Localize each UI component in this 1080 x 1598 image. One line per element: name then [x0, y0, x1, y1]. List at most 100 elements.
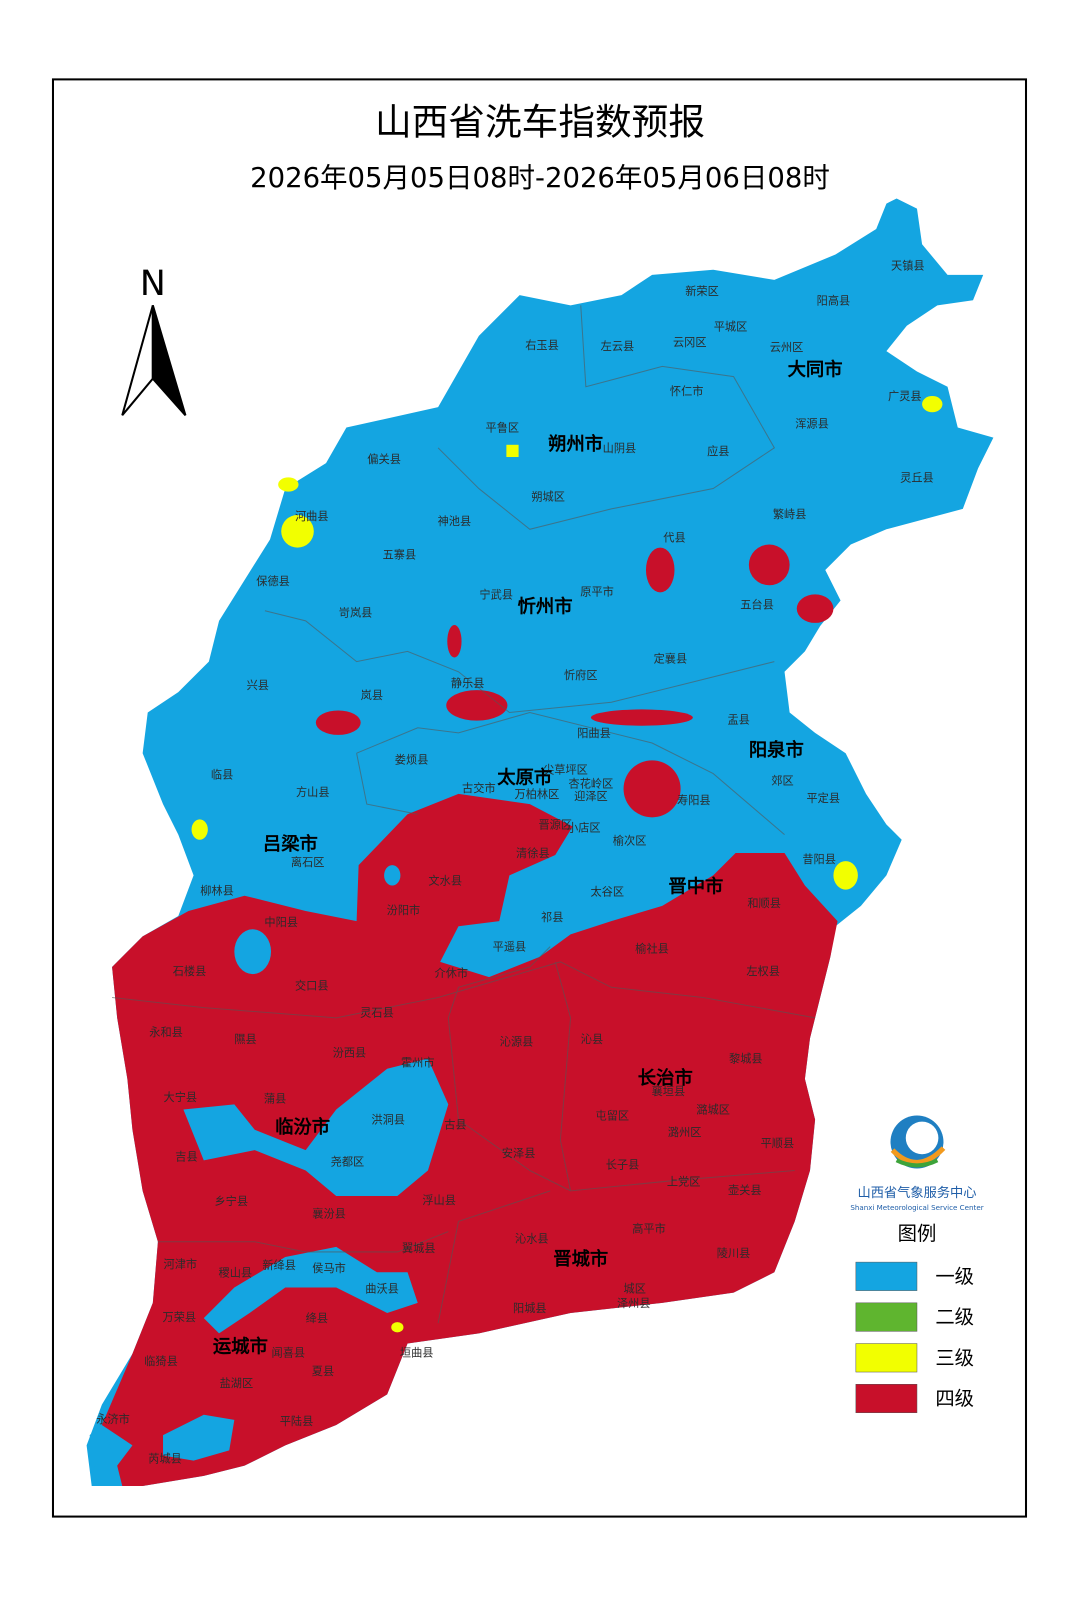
county-label: 潞城区: [696, 1102, 730, 1116]
county-label: 隰县: [234, 1033, 256, 1046]
county-label: 晋源区: [538, 817, 572, 831]
county-label: 平遥县: [493, 941, 527, 954]
red-patch: [447, 624, 462, 658]
county-label: 中阳县: [264, 916, 298, 929]
yellow-patch: [833, 861, 858, 890]
county-label: 霍州市: [401, 1056, 435, 1070]
county-label: 垣曲县: [400, 1347, 434, 1360]
county-label: 广灵县: [888, 390, 922, 403]
county-label: 文水县: [428, 873, 462, 887]
county-label: 盐湖区: [220, 1376, 254, 1390]
county-label: 翼城县: [402, 1242, 436, 1255]
city-label: 吕梁市: [263, 833, 318, 855]
county-label: 高平市: [632, 1222, 666, 1236]
county-label: 上党区: [667, 1175, 701, 1189]
county-label: 应县: [707, 444, 729, 458]
county-label: 祁县: [541, 910, 563, 924]
county-label: 沁水县: [515, 1233, 549, 1246]
county-label: 清徐县: [516, 846, 550, 860]
county-label: 寿阳县: [677, 793, 711, 807]
county-label: 柳林县: [200, 884, 234, 898]
county-label: 交口县: [295, 978, 329, 992]
yellow-patch: [278, 477, 299, 492]
county-label: 尧都区: [331, 1155, 365, 1168]
ruicheng-patch: [163, 1414, 235, 1461]
county-label: 盂县: [727, 714, 749, 727]
yongji-patch: [89, 1424, 118, 1485]
legend-swatch: [855, 1302, 918, 1332]
county-label: 新荣区: [685, 284, 719, 298]
county-label: 郊区: [771, 775, 793, 788]
county-label: 山阴县: [603, 442, 637, 455]
county-label: 偏关县: [367, 452, 401, 466]
county-label: 阳高县: [817, 293, 851, 307]
yellow-patch: [391, 1322, 404, 1333]
county-label: 杏花岭区: [569, 777, 614, 791]
county-label: 宁武县: [479, 587, 513, 601]
county-label: 潞州区: [668, 1125, 702, 1139]
county-label: 洪洞县: [371, 1113, 405, 1127]
county-label: 芮城县: [148, 1452, 182, 1466]
red-patch: [645, 547, 675, 593]
logo-name: 山西省气象服务中心: [857, 1185, 976, 1201]
map-regions: [86, 198, 994, 1487]
red-patch: [315, 710, 361, 735]
county-label: 静乐县: [451, 676, 485, 690]
county-label: 兴县: [247, 679, 269, 692]
county-label: 沁县: [581, 1033, 603, 1046]
county-label: 尖草坪区: [543, 764, 588, 777]
south-area: [101, 793, 838, 1487]
yellow-patch: [281, 515, 314, 548]
legend-title: 图例: [898, 1222, 937, 1245]
red-patch: [623, 760, 681, 818]
county-label: 平鲁区: [486, 421, 520, 435]
county-label: 曲沃县: [365, 1283, 399, 1296]
county-label: 汾西县: [333, 1046, 367, 1059]
county-label: 离石区: [291, 855, 325, 869]
county-label: 岚县: [361, 689, 383, 702]
county-label: 蒲县: [264, 1091, 286, 1105]
city-label: 朔州市: [548, 433, 603, 455]
county-label: 左云县: [601, 340, 635, 353]
city-label: 晋中市: [668, 876, 723, 898]
county-label: 平陆县: [280, 1414, 314, 1428]
county-label: 壶关县: [728, 1183, 762, 1197]
county-label: 古交市: [462, 781, 496, 795]
county-label: 太谷区: [590, 886, 624, 899]
legend-label: 一级: [935, 1265, 974, 1288]
yuncheng-basin: [203, 1246, 418, 1334]
county-label: 浮山县: [422, 1194, 456, 1207]
frame: [51, 78, 1028, 1518]
county-label: 阳城县: [513, 1302, 547, 1315]
county-label: 安泽县: [502, 1146, 536, 1160]
county-label: 右玉县: [525, 338, 559, 352]
county-label: 灵丘县: [900, 471, 934, 484]
county-label: 朔城区: [531, 490, 565, 504]
county-label: 河曲县: [295, 510, 329, 523]
county-label: 忻府区: [564, 668, 598, 682]
county-label: 侯马市: [312, 1261, 346, 1275]
county-label: 临县: [211, 768, 233, 782]
subtitle: 2026年05月05日08时-2026年05月06日08时: [250, 162, 830, 194]
county-label: 和顺县: [747, 897, 781, 910]
county-label: 永和县: [149, 1025, 183, 1039]
county-label: 黎城县: [729, 1052, 763, 1066]
legend-swatch: [855, 1384, 918, 1414]
county-label: 小店区: [567, 821, 601, 835]
county-label: 泽州县: [617, 1297, 651, 1310]
legend-label: 三级: [935, 1346, 974, 1369]
city-label: 晋城市: [553, 1248, 608, 1270]
county-label: 万柏林区: [515, 787, 560, 801]
red-patch: [590, 709, 693, 726]
county-label: 代县: [663, 531, 685, 544]
city-label: 太原市: [496, 767, 552, 789]
county-label: 陵川县: [717, 1247, 751, 1260]
county-label: 屯留区: [596, 1110, 630, 1123]
county-label: 定襄县: [654, 652, 688, 666]
city-label: 长治市: [638, 1067, 693, 1089]
city-label: 临汾市: [275, 1116, 330, 1138]
linfen-basin: [183, 1058, 449, 1196]
county-label: 原平市: [580, 584, 614, 598]
county-label: 灵石县: [360, 1007, 394, 1020]
